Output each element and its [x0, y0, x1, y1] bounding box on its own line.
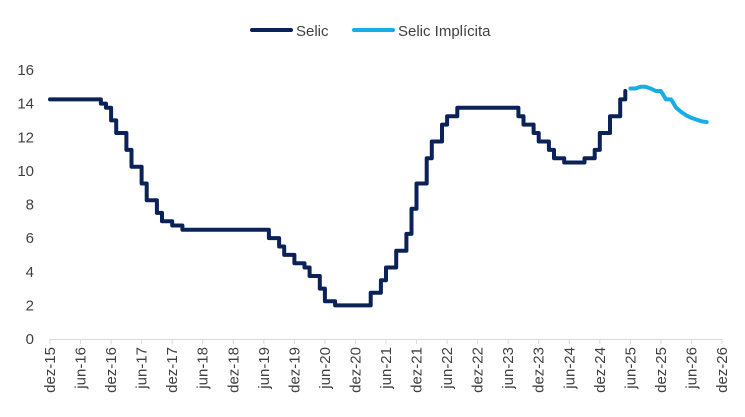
x-tick-label: jun-25 [622, 347, 639, 390]
series-line-selic-implicita [628, 84, 709, 125]
series-selic-implicita [628, 84, 709, 125]
x-tick-label: jun-23 [500, 347, 517, 390]
x-tick-label: jun-21 [378, 347, 395, 390]
x-tick-label: dez-21 [409, 347, 426, 393]
x-tick-label: jun-22 [439, 347, 456, 390]
legend-label-selic-implicita: Selic Implícita [398, 23, 491, 40]
y-tick-label: 6 [26, 230, 34, 247]
series-layer [48, 84, 709, 308]
y-tick-label: 10 [17, 163, 34, 180]
y-tick-label: 16 [17, 62, 34, 79]
x-tick-label: dez-17 [164, 347, 181, 393]
y-tick-label: 4 [26, 264, 34, 281]
x-tick-label: dez-19 [286, 347, 303, 393]
legend-label-selic: Selic [296, 23, 329, 40]
y-axis-ticks: 0 2 4 6 8 10 12 14 16 [17, 62, 34, 348]
x-tick-label: jun-26 [683, 347, 700, 390]
x-tick-label: jun-18 [195, 347, 212, 390]
x-tick-label: dez-20 [347, 347, 364, 393]
y-tick-label: 8 [26, 197, 34, 214]
x-tick-label: dez-15 [42, 347, 59, 393]
x-tick-label: jun-16 [73, 347, 90, 390]
y-tick-label: 2 [26, 297, 34, 314]
x-tick-label: dez-18 [225, 347, 242, 393]
x-tick-label: dez-25 [653, 347, 670, 393]
x-axis-ticks: dez-15 jun-16 dez-16 jun-17 dez-17 jun-18 dez-… [42, 339, 731, 393]
x-tick-label: dez-22 [470, 347, 487, 393]
x-tick-label: dez-23 [531, 347, 548, 393]
x-tick-label: dez-24 [592, 347, 609, 393]
series-line-selic [48, 89, 628, 308]
y-tick-label: 12 [17, 129, 34, 146]
x-tick-label: jun-20 [317, 347, 334, 390]
y-tick-label: 14 [17, 96, 34, 113]
legend: Selic Selic Implícita [250, 23, 491, 40]
x-tick-label: jun-17 [134, 347, 151, 390]
x-tick-label: dez-26 [714, 347, 731, 393]
series-selic [48, 89, 628, 308]
x-tick-label: jun-24 [561, 347, 578, 390]
x-tick-label: jun-19 [256, 347, 273, 390]
y-tick-label: 0 [26, 331, 34, 348]
x-tick-label: dez-16 [103, 347, 120, 393]
